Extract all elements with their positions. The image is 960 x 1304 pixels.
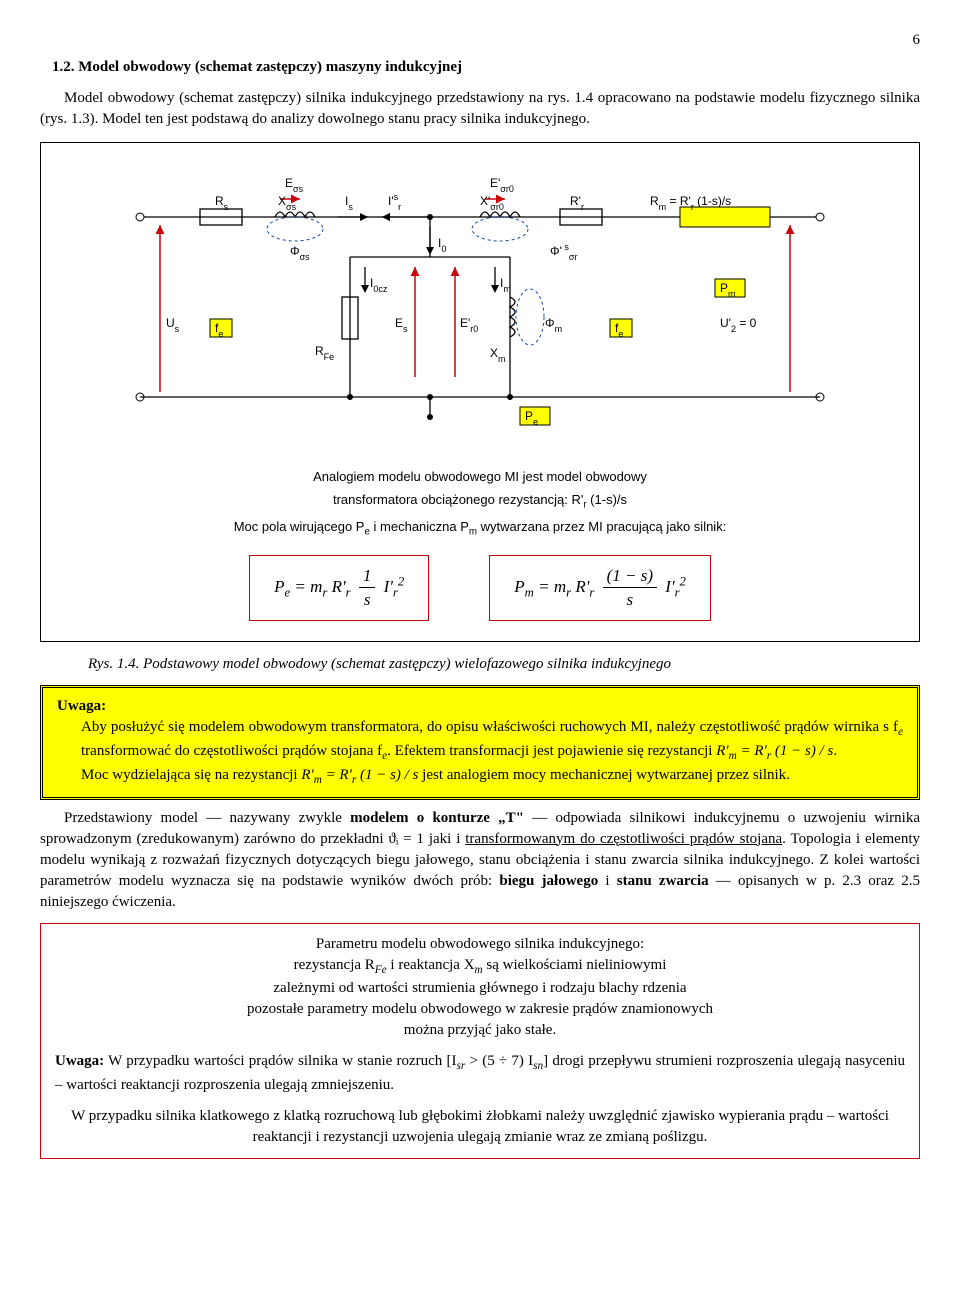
svg-text:Φm: Φm [545, 316, 562, 334]
uwaga-box: Uwaga: Aby posłużyć się modelem obwodowy… [40, 685, 920, 799]
circuit-diagram: Rs Xσs Eσs Is I'sr X'σr0 E'σr0 R'r Rm = … [120, 167, 840, 457]
svg-text:Eσs: Eσs [285, 176, 304, 194]
svg-text:Us: Us [166, 316, 180, 334]
svg-text:RFe: RFe [315, 344, 334, 362]
para-tmodel: Przedstawiony model — nazywany zwykle mo… [40, 808, 920, 913]
formula-pe: Pe = mr R'r 1 s I'r2 [249, 555, 429, 622]
fig-caption: Rys. 1.4. Podstawowy model obwodowy (sch… [64, 654, 920, 675]
intro-text: Model obwodowy (schemat zastępczy) silni… [40, 88, 920, 130]
svg-text:E'r0: E'r0 [460, 316, 478, 334]
page-number: 6 [40, 30, 920, 51]
svg-text:I0: I0 [438, 236, 446, 254]
formula-pm: Pm = mr R'r (1 − s) s I'r2 [489, 555, 711, 622]
svg-text:U'2 = 0: U'2 = 0 [720, 316, 757, 334]
svg-text:Φ' sσr: Φ' sσr [550, 242, 577, 262]
figure-box: Rs Xσs Eσs Is I'sr X'σr0 E'σr0 R'r Rm = … [40, 142, 920, 642]
red-note-box: Parametru modelu obwodowego silnika indu… [40, 923, 920, 1160]
analog-text: Analogiem modelu obwodowego MI jest mode… [61, 465, 899, 541]
formula-row: Pe = mr R'r 1 s I'r2 Pm = mr R'r (1 − s)… [61, 555, 899, 622]
svg-text:E'σr0: E'σr0 [490, 176, 514, 194]
svg-text:Es: Es [395, 316, 408, 334]
section-title: 1.2. Model obwodowy (schemat zastępczy) … [52, 57, 920, 78]
svg-text:Is: Is [345, 194, 353, 212]
svg-text:Xm: Xm [490, 346, 506, 364]
svg-text:Im: Im [500, 276, 511, 294]
svg-text:I0cz: I0cz [370, 276, 388, 294]
svg-text:X'σr0: X'σr0 [480, 194, 504, 212]
svg-text:Φσs: Φσs [290, 244, 310, 262]
svg-text:I'sr: I'sr [388, 192, 401, 212]
